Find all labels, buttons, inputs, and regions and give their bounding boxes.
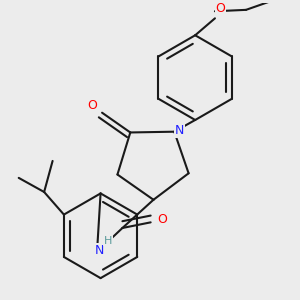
Text: O: O — [157, 213, 167, 226]
Text: O: O — [216, 2, 226, 15]
Text: H: H — [104, 236, 112, 246]
Text: N: N — [95, 244, 104, 257]
Text: O: O — [87, 99, 97, 112]
Text: N: N — [175, 124, 184, 137]
